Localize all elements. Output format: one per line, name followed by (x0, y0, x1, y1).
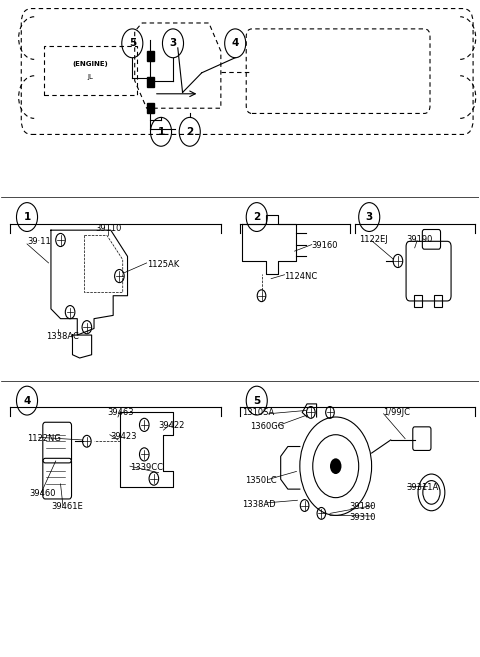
Text: 39463: 39463 (107, 408, 133, 417)
Text: 1360GG: 1360GG (251, 422, 285, 432)
Text: 1: 1 (24, 212, 31, 222)
Text: 3: 3 (366, 212, 373, 222)
Text: 3: 3 (169, 38, 177, 49)
Text: 4: 4 (231, 38, 239, 49)
Text: 39·11: 39·11 (27, 237, 51, 246)
Bar (147, 51, 155, 61)
Text: (ENGINE): (ENGINE) (72, 61, 108, 67)
Text: 39310: 39310 (349, 513, 376, 522)
Text: 39110: 39110 (95, 224, 121, 233)
Bar (414, 295, 422, 307)
Text: 1339CC: 1339CC (130, 463, 163, 472)
Text: 1350LC: 1350LC (245, 476, 276, 485)
Text: 2: 2 (253, 212, 260, 222)
Text: 5: 5 (253, 396, 260, 405)
Text: 4: 4 (24, 396, 31, 405)
Text: 39180: 39180 (349, 503, 376, 511)
Text: 39422: 39422 (158, 421, 185, 430)
Text: 1122EJ: 1122EJ (359, 235, 387, 244)
Text: 1122NG: 1122NG (27, 434, 61, 443)
Text: 39461E: 39461E (51, 503, 83, 511)
Text: 5: 5 (129, 38, 136, 49)
Text: 39160: 39160 (312, 241, 338, 250)
Text: 39190: 39190 (407, 235, 433, 244)
Text: 1310SA: 1310SA (242, 408, 275, 417)
Text: 1125AK: 1125AK (147, 260, 179, 269)
Bar (44, 46, 137, 95)
Text: 1338AC: 1338AC (46, 332, 79, 341)
Text: JL: JL (87, 74, 94, 80)
Circle shape (330, 459, 341, 474)
Bar (434, 295, 443, 307)
Bar (147, 77, 155, 87)
Text: 1: 1 (157, 127, 165, 137)
Text: 1/99JC: 1/99JC (384, 408, 410, 417)
Text: 39311A: 39311A (407, 483, 439, 491)
Bar (147, 103, 155, 114)
Text: 1338AD: 1338AD (242, 500, 276, 509)
Text: 1124NC: 1124NC (285, 271, 318, 281)
Text: 2: 2 (186, 127, 193, 137)
Text: 39423: 39423 (110, 432, 136, 441)
Text: 39460: 39460 (29, 489, 56, 498)
